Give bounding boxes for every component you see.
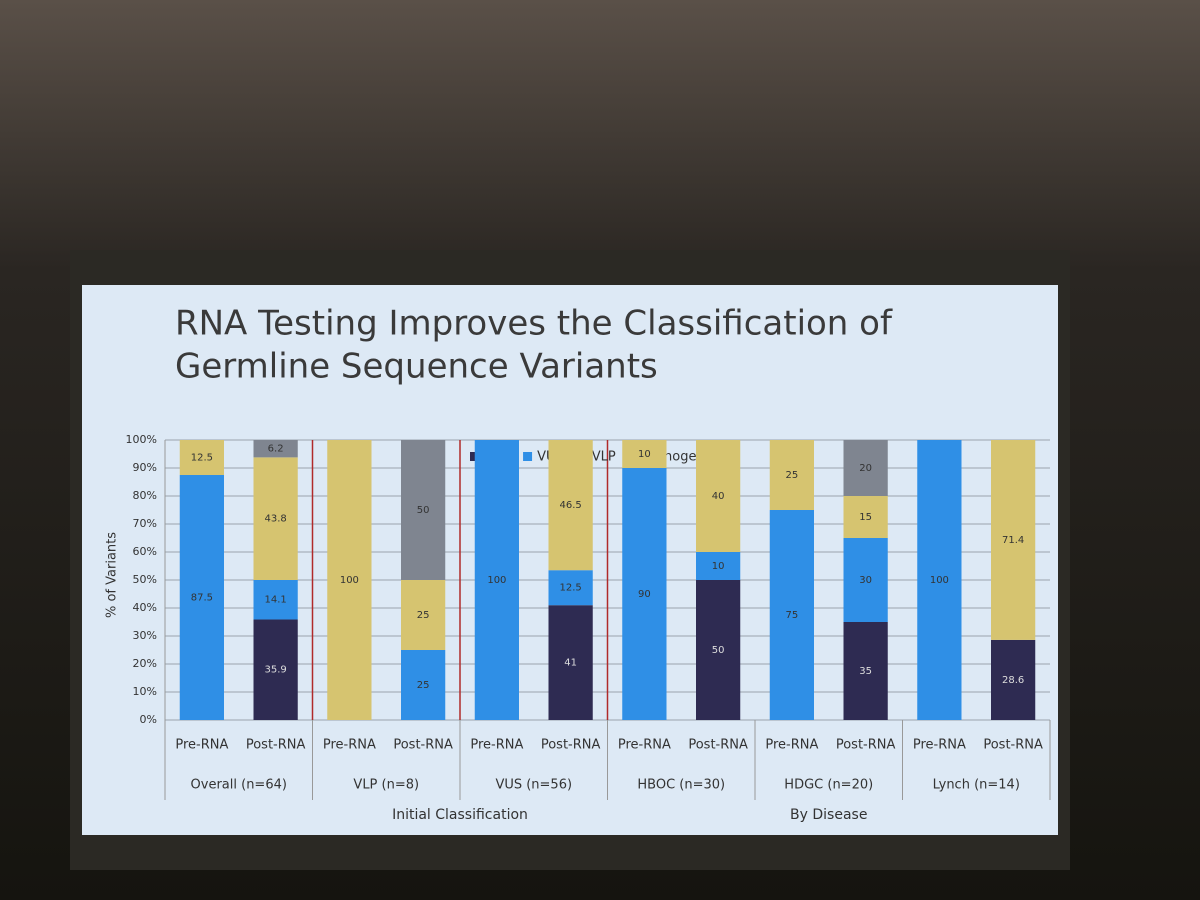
y-tick-label: 90% [133, 461, 157, 474]
legend-swatch [470, 452, 479, 461]
bar-segment [991, 639, 1036, 720]
legend-label: VLP [592, 450, 616, 465]
bar-segment [474, 440, 519, 720]
bar-segment [253, 619, 298, 720]
chart-title: RNA Testing Improves the Classification … [175, 304, 893, 344]
data-label: 50 [417, 505, 430, 516]
bar-segment [696, 552, 741, 580]
group-label: HDGC (n=20) [784, 778, 873, 793]
y-tick-label: 20% [133, 657, 157, 670]
group-label: Lynch (n=14) [933, 778, 1020, 793]
x-tick-label: Pre-RNA [618, 738, 671, 753]
y-tick-label: 50% [133, 573, 157, 586]
data-label: 12.5 [191, 453, 213, 464]
data-label: 90 [638, 589, 651, 600]
x-tick-label: Pre-RNA [913, 738, 966, 753]
chart-title-line: Germline Sequence Variants [175, 347, 658, 387]
data-label: 75 [786, 610, 799, 621]
data-label: 14.1 [264, 595, 286, 606]
x-tick-label: Post-RNA [836, 738, 896, 753]
y-tick-label: 70% [133, 517, 157, 530]
x-tick-label: Pre-RNA [175, 738, 228, 753]
data-label: 30 [859, 575, 872, 586]
y-tick-label: 100% [126, 433, 157, 446]
data-label: 10 [638, 449, 651, 460]
data-label: 41 [564, 658, 577, 669]
data-label: 100 [340, 575, 359, 586]
group-label: Overall (n=64) [191, 778, 287, 793]
data-label: 87.5 [191, 593, 213, 604]
data-label: 10 [712, 561, 725, 572]
bar-segment [769, 510, 814, 720]
bar-segment [548, 440, 593, 571]
x-tick-label: Post-RNA [393, 738, 453, 753]
data-label: 43.8 [264, 514, 286, 525]
bar-segment [253, 580, 298, 620]
data-label: 15 [859, 512, 872, 523]
group-label: HBOC (n=30) [637, 778, 725, 793]
bar-segment [696, 440, 741, 552]
data-label: 6.2 [268, 444, 284, 455]
data-label: 46.5 [559, 500, 581, 511]
bar-segment [843, 622, 888, 720]
bar-segment [253, 457, 298, 580]
data-label: 20 [859, 463, 872, 474]
legend-swatch [523, 452, 533, 461]
data-label: 71.4 [1002, 535, 1024, 546]
x-tick-label: Pre-RNA [323, 738, 376, 753]
x-tick-label: Pre-RNA [765, 738, 818, 753]
data-label: 100 [930, 575, 949, 586]
bar-segment [696, 580, 741, 720]
data-label: 35.9 [264, 665, 286, 676]
x-tick-label: Pre-RNA [470, 738, 523, 753]
bar-segment [843, 538, 888, 622]
y-tick-label: 0% [140, 713, 157, 726]
x-tick-label: Post-RNA [541, 738, 601, 753]
supergroup-label: Initial Classification [392, 807, 528, 823]
y-tick-label: 30% [133, 629, 157, 642]
x-tick-label: Post-RNA [246, 738, 306, 753]
bar-segment [843, 440, 888, 496]
y-tick-label: 80% [133, 489, 157, 502]
bar-segment [179, 440, 224, 475]
bar-segment [401, 440, 446, 580]
data-label: 25 [417, 610, 430, 621]
bar-segment [622, 440, 667, 468]
y-tick-label: 60% [133, 545, 157, 558]
bar-segment [548, 570, 593, 606]
x-tick-label: Post-RNA [983, 738, 1043, 753]
bar-segment [917, 440, 962, 720]
bar-segment [548, 605, 593, 720]
bar-segment [179, 475, 224, 720]
data-label: 40 [712, 491, 725, 502]
data-label: 28.6 [1002, 675, 1024, 686]
group-label: VUS (n=56) [495, 778, 572, 793]
x-tick-label: Post-RNA [688, 738, 748, 753]
supergroup-label: By Disease [790, 807, 867, 823]
y-tick-label: 40% [133, 601, 157, 614]
bar-segment [401, 650, 446, 720]
group-label: VLP (n=8) [353, 778, 419, 793]
data-label: 50 [712, 645, 725, 656]
data-label: 35 [859, 666, 872, 677]
data-label: 25 [786, 470, 799, 481]
data-label: 100 [487, 575, 506, 586]
bar-segment [991, 440, 1036, 640]
y-axis-label: % of Variants [105, 532, 120, 618]
y-tick-label: 10% [133, 685, 157, 698]
bar-segment [622, 468, 667, 720]
data-label: 12.5 [559, 583, 581, 594]
bar-segment [327, 440, 372, 720]
bar-segment [769, 440, 814, 510]
data-label: 25 [417, 680, 430, 691]
bar-segment [843, 496, 888, 538]
bar-segment [253, 440, 298, 458]
bar-segment [401, 580, 446, 650]
